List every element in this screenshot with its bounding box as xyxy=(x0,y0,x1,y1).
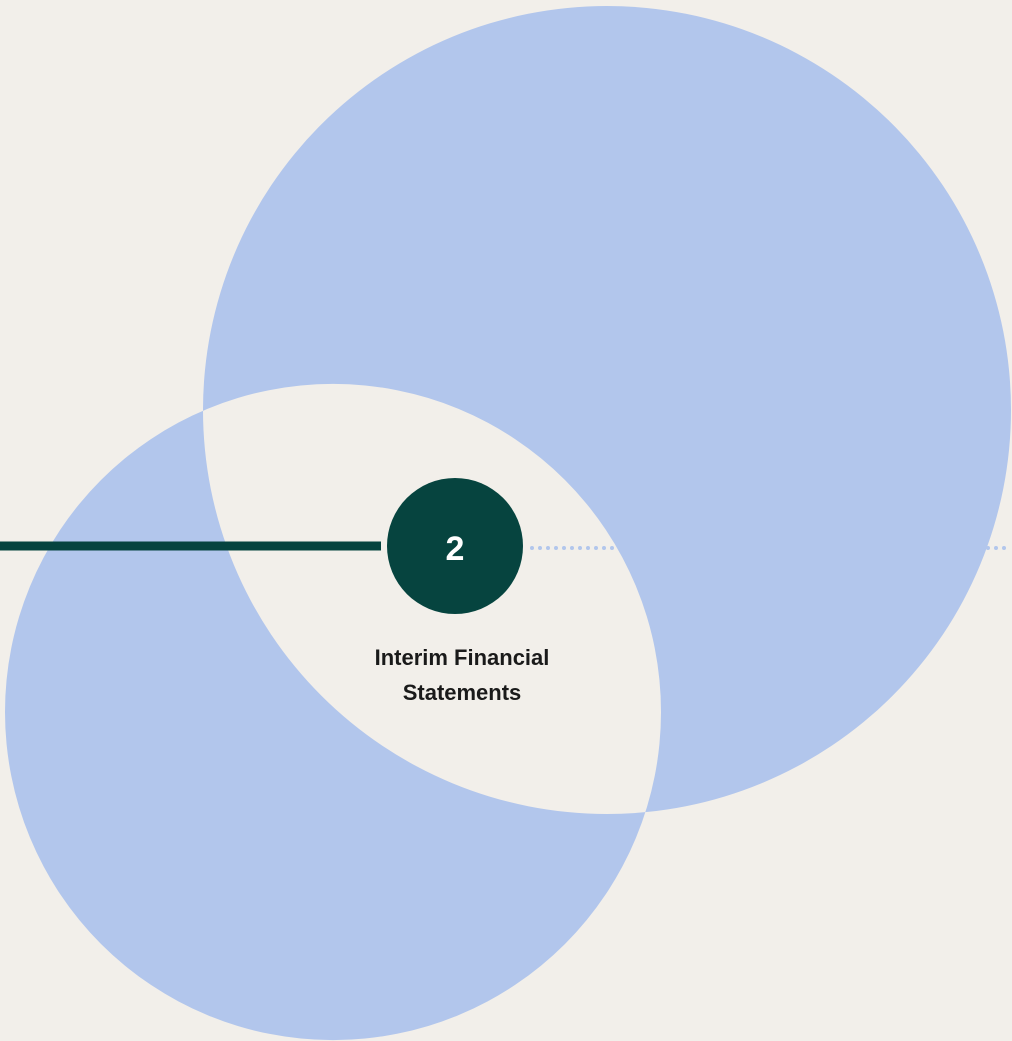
step-circle xyxy=(387,478,523,614)
step-title: Statements xyxy=(403,680,522,705)
overlapping-circles xyxy=(4,6,1011,1041)
step-number: 2 xyxy=(446,530,465,568)
step-title: Interim Financial xyxy=(375,645,550,670)
